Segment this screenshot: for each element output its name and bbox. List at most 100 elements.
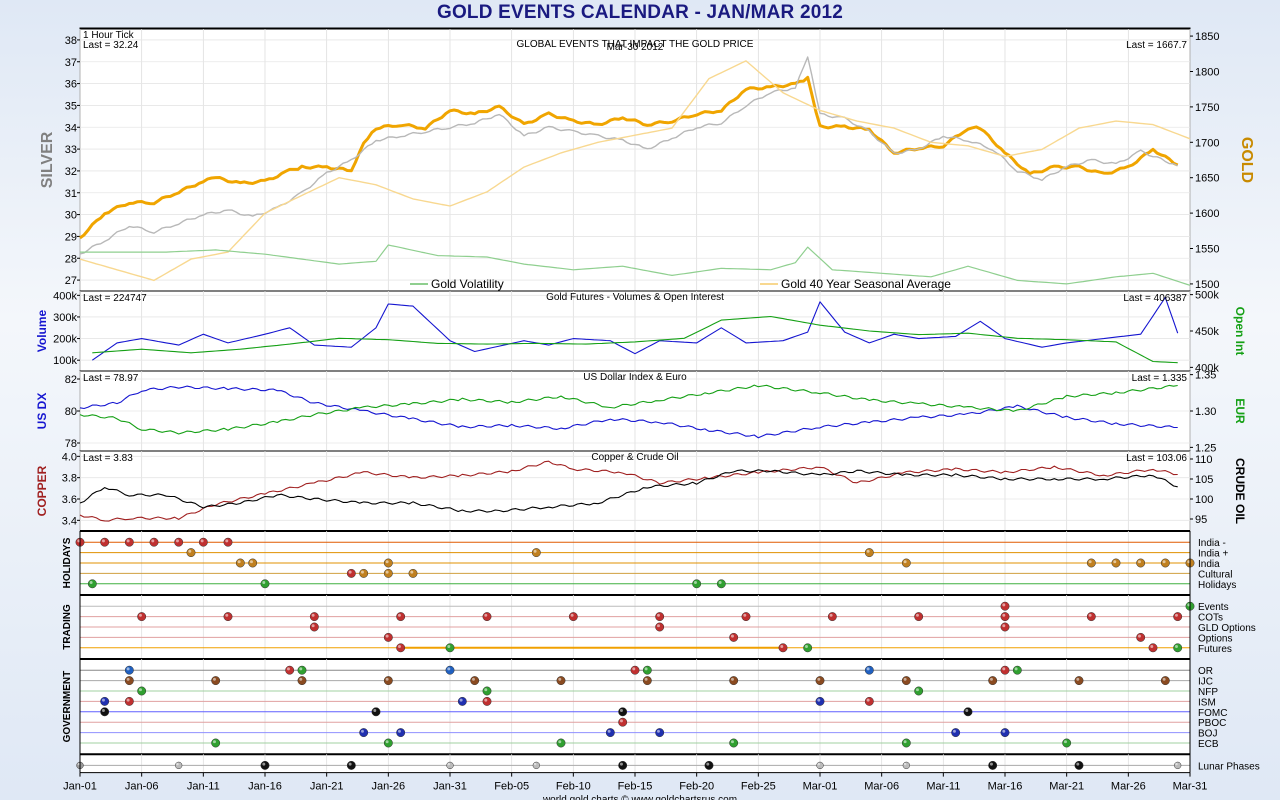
y-tick-left: 300k: [53, 312, 77, 324]
event-marker-highlight: [89, 581, 93, 584]
event-marker: [618, 707, 628, 717]
event-marker-highlight: [299, 677, 303, 681]
events-group-label: TRADING: [62, 604, 73, 650]
event-row-label: Holidays: [1198, 580, 1236, 591]
event-marker: [445, 665, 455, 675]
last-value-right: Last = 103.06: [1126, 453, 1187, 464]
event-marker-highlight: [397, 645, 401, 648]
event-marker: [901, 738, 911, 748]
y-tick-left: 37: [65, 57, 77, 69]
event-marker: [186, 548, 196, 558]
event-marker-highlight: [286, 667, 290, 671]
y-tick-left: 4.0: [62, 451, 77, 463]
event-marker: [1136, 632, 1146, 642]
event-row-label: GLD Options: [1198, 623, 1256, 634]
footer-credit: world gold charts © www.goldchartsrus.co…: [542, 795, 737, 800]
event-marker-highlight: [1175, 762, 1178, 766]
event-marker-highlight: [212, 740, 216, 744]
x-tick-label: Mar-16: [988, 781, 1023, 793]
event-marker: [963, 707, 973, 717]
event-marker: [446, 761, 454, 770]
event-marker-highlight: [126, 539, 130, 543]
y-tick-right: 105: [1195, 474, 1213, 486]
event-marker: [445, 643, 455, 653]
event-marker: [1174, 761, 1182, 770]
event-marker: [716, 579, 726, 589]
event-marker: [901, 558, 911, 568]
event-marker-highlight: [348, 762, 352, 766]
event-marker-highlight: [101, 698, 105, 702]
events-group-label: HOLIDAYS: [62, 537, 73, 588]
event-marker-highlight: [644, 667, 648, 671]
event-marker: [297, 665, 307, 675]
event-row-label: BOJ: [1198, 729, 1217, 740]
event-marker-highlight: [915, 613, 919, 617]
panel-title: Copper & Crude Oil: [591, 452, 678, 463]
x-tick-label: Mar-26: [1111, 781, 1146, 793]
event-marker: [470, 676, 480, 686]
y-tick-right: 1700: [1195, 137, 1219, 149]
legend-label-seasonal-average: Gold 40 Year Seasonal Average: [781, 277, 951, 291]
event-marker-highlight: [558, 740, 562, 744]
event-marker-highlight: [101, 709, 105, 712]
event-marker-highlight: [1174, 613, 1178, 617]
event-marker-highlight: [385, 560, 389, 564]
event-marker-highlight: [385, 634, 389, 638]
event-marker: [902, 761, 910, 770]
event-row-label: Events: [1198, 602, 1229, 613]
event-marker-highlight: [656, 624, 660, 628]
event-marker: [618, 760, 628, 770]
event-marker-highlight: [237, 560, 241, 564]
event-marker-highlight: [656, 613, 660, 617]
event-marker: [359, 568, 369, 578]
event-marker-highlight: [471, 677, 475, 681]
event-marker-highlight: [570, 613, 574, 617]
event-marker-highlight: [965, 709, 969, 712]
event-marker: [1074, 760, 1084, 770]
event-marker-highlight: [1014, 667, 1018, 671]
event-marker-highlight: [1113, 560, 1117, 564]
event-marker: [211, 738, 221, 748]
event-marker-highlight: [780, 645, 784, 648]
event-marker-highlight: [447, 667, 451, 671]
event-marker-highlight: [77, 762, 80, 766]
panel-1: 100k 200k 300k 400k 400k 450k 500k Gold Futures…: [35, 290, 1247, 375]
event-marker-highlight: [397, 613, 401, 617]
series-line-silver: [79, 56, 1178, 255]
event-marker: [1086, 558, 1096, 568]
last-value-left: Last = 78.97: [83, 373, 139, 384]
event-marker: [248, 558, 258, 568]
event-marker: [1173, 612, 1183, 622]
event-marker-highlight: [311, 624, 315, 628]
event-marker: [704, 760, 714, 770]
y-tick-right: 95: [1195, 514, 1207, 526]
y-axis-label-right: EUR: [1233, 398, 1247, 424]
event-marker: [729, 632, 739, 642]
event-marker: [100, 707, 110, 717]
event-marker: [396, 728, 406, 738]
event-marker-highlight: [915, 688, 919, 692]
event-marker: [816, 761, 824, 770]
event-marker: [1074, 676, 1084, 686]
event-marker: [383, 558, 393, 568]
event-marker-highlight: [632, 667, 636, 671]
event-marker-highlight: [151, 539, 155, 543]
event-marker: [642, 665, 652, 675]
y-tick-left: 31: [65, 188, 77, 200]
y-tick-left: 30: [65, 210, 77, 222]
event-marker: [864, 548, 874, 558]
x-tick-label: Feb-15: [618, 781, 653, 793]
y-tick-right: 1.30: [1195, 406, 1216, 418]
event-marker: [1000, 612, 1010, 622]
event-marker-highlight: [176, 762, 179, 766]
event-marker: [309, 612, 319, 622]
event-marker-highlight: [718, 581, 722, 584]
event-marker-highlight: [459, 698, 463, 702]
event-marker: [359, 728, 369, 738]
event-marker-highlight: [360, 729, 364, 733]
event-marker: [211, 676, 221, 686]
y-tick-left: 32: [65, 166, 77, 178]
event-marker: [1000, 622, 1010, 632]
x-tick-label: Jan-26: [372, 781, 406, 793]
event-row-label: Cultural: [1198, 569, 1232, 580]
